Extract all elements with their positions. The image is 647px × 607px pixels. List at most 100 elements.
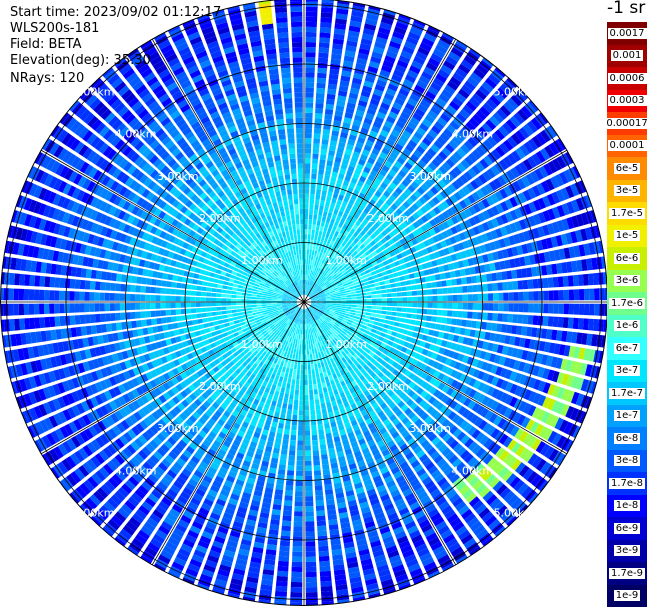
range-gate-cell xyxy=(278,550,290,557)
range-gate-cell xyxy=(286,414,292,420)
range-gate-cell xyxy=(449,76,462,87)
range-gate-cell xyxy=(299,339,302,345)
range-gate-cell xyxy=(547,383,556,396)
range-gate-cell xyxy=(399,134,409,143)
range-gate-cell xyxy=(366,291,372,296)
range-gate-cell xyxy=(513,292,519,301)
range-gate-cell xyxy=(376,310,382,314)
range-gate-cell xyxy=(454,269,461,277)
range-gate-cell xyxy=(354,315,360,320)
range-gate-cell xyxy=(403,235,411,243)
range-gate-cell xyxy=(410,153,419,163)
range-gate-cell xyxy=(327,83,337,90)
range-gate-cell xyxy=(298,415,304,421)
range-gate-cell xyxy=(342,223,348,230)
range-gate-cell xyxy=(326,381,331,387)
range-gate-cell xyxy=(385,173,394,182)
range-gate-cell xyxy=(401,165,410,174)
range-gate-cell xyxy=(472,93,484,104)
range-gate-cell xyxy=(414,84,426,94)
range-gate-cell xyxy=(354,313,361,317)
range-gate-cell xyxy=(413,149,423,159)
range-gate-cell xyxy=(280,387,286,393)
range-gate-cell xyxy=(396,92,407,102)
range-gate-cell xyxy=(314,399,320,405)
range-gate-cell xyxy=(339,287,345,291)
range-gate-cell xyxy=(338,239,344,245)
range-gate-cell xyxy=(324,108,334,115)
range-gate-cell xyxy=(377,186,385,194)
range-gate-cell xyxy=(274,411,280,418)
range-gate-cell xyxy=(393,26,407,35)
range-gate-cell xyxy=(489,94,501,107)
range-gate-cell xyxy=(276,370,282,376)
range-gate-cell xyxy=(340,308,346,311)
range-gate-cell xyxy=(566,374,575,387)
range-gate-cell xyxy=(310,297,316,300)
range-gate-cell xyxy=(429,275,436,282)
range-gate-cell xyxy=(495,378,504,388)
range-gate-cell xyxy=(344,208,351,215)
range-gate-cell xyxy=(320,296,326,299)
range-gate-cell xyxy=(308,379,313,385)
range-gate-cell xyxy=(360,90,371,98)
range-gate-cell xyxy=(522,230,531,242)
range-gate-cell xyxy=(387,340,394,346)
range-gate-cell xyxy=(386,293,392,298)
range-gate-cell xyxy=(538,252,546,263)
range-gate-cell xyxy=(601,256,606,269)
range-gate-cell xyxy=(326,499,335,506)
range-gate-cell xyxy=(590,210,597,223)
range-gate-cell xyxy=(437,295,443,302)
range-gate-cell xyxy=(443,332,450,340)
range-gate-cell xyxy=(452,286,458,294)
range-gate-cell xyxy=(380,255,387,262)
range-gate-cell xyxy=(335,270,341,275)
range-gate-cell xyxy=(304,284,306,290)
range-gate-cell xyxy=(352,268,359,273)
range-gate-cell xyxy=(495,228,503,238)
range-gate-cell xyxy=(508,235,516,246)
range-gate-cell xyxy=(532,365,541,377)
range-gate-cell xyxy=(411,60,423,70)
range-gate-cell xyxy=(309,294,315,299)
range-gate-cell xyxy=(334,312,340,316)
range-gate-cell xyxy=(313,128,322,134)
range-gate-cell xyxy=(556,262,563,274)
range-gate-cell xyxy=(369,257,376,263)
range-gate-cell xyxy=(309,198,315,205)
range-gate-cell xyxy=(377,225,384,233)
range-gate-cell xyxy=(344,50,356,58)
range-gate-cell xyxy=(305,526,315,532)
range-gate-cell xyxy=(369,198,376,206)
range-gate-cell xyxy=(594,303,600,316)
range-gate-cell xyxy=(328,287,334,291)
range-gate-cell xyxy=(290,592,303,598)
range-gate-cell xyxy=(412,266,419,272)
range-gate-cell xyxy=(418,75,431,85)
range-gate-cell xyxy=(449,236,457,245)
range-gate-cell xyxy=(542,277,549,288)
range-gate-cell xyxy=(306,290,309,296)
range-gate-cell xyxy=(315,297,321,300)
range-gate-cell xyxy=(367,263,374,269)
range-gate-cell xyxy=(532,315,539,326)
range-gate-cell xyxy=(503,139,514,151)
range-gate-cell xyxy=(514,207,523,219)
range-gate-cell xyxy=(499,83,512,96)
range-gate-cell xyxy=(274,390,280,397)
range-gate-cell xyxy=(366,222,373,229)
range-gate-cell xyxy=(482,341,489,350)
range-gate-cell xyxy=(371,194,379,202)
range-gate-cell xyxy=(390,283,396,288)
range-gate-cell xyxy=(423,357,431,365)
range-gate-cell xyxy=(511,347,519,358)
range-gate-cell xyxy=(345,266,351,271)
range-gate-cell xyxy=(333,33,345,40)
range-gate-cell xyxy=(573,346,581,359)
range-gate-cell xyxy=(486,386,495,396)
range-gate-cell xyxy=(276,479,285,485)
range-gate-cell xyxy=(426,315,432,322)
range-gate-cell xyxy=(274,494,283,501)
range-gate-cell xyxy=(453,191,463,201)
